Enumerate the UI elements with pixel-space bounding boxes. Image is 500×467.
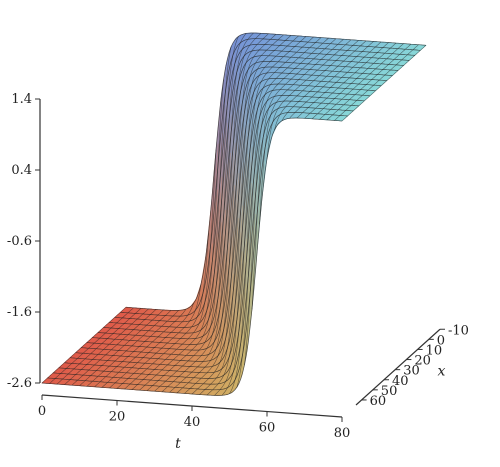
mesh-line-x (289, 41, 374, 119)
mesh-line-x (281, 40, 367, 121)
t-axis-label: t (175, 436, 181, 452)
mesh-line-x (131, 149, 217, 390)
mesh-line-x (176, 33, 262, 394)
x-axis-label: x (437, 364, 445, 380)
mesh-line-x (94, 310, 179, 388)
mesh-line-x (116, 284, 202, 389)
t-tick-label: 20 (109, 410, 126, 425)
mesh-line-x (206, 35, 292, 396)
mesh-layer (41, 32, 427, 396)
mesh-line-x (236, 37, 322, 388)
mesh-line-x (154, 36, 239, 392)
mesh-line-x (71, 309, 157, 386)
mesh-line-x (184, 33, 269, 394)
mesh-line-x (214, 35, 299, 396)
z-tick-label: -0.6 (7, 234, 32, 249)
z-tick-label: -2.6 (7, 376, 32, 391)
mesh-line-x (199, 34, 284, 395)
axes-layer: 1.40.4-0.6-1.6-2.60 20 40 60 80t-10010203040… (7, 92, 469, 452)
mesh-line-x (274, 40, 359, 130)
x-tick-label: 10 (426, 343, 443, 358)
t-tick-label: 40 (184, 415, 201, 430)
mesh-line-x (296, 41, 382, 119)
mesh-line-x (244, 37, 329, 365)
z-tick-label: -1.6 (7, 305, 32, 320)
x-tick-label: 30 (403, 364, 420, 379)
mesh-line-x (334, 44, 419, 121)
mesh-line-x (139, 79, 224, 391)
mesh-line-x (146, 46, 232, 391)
t-tick-label: 0 (38, 404, 46, 419)
x-tick-label: 50 (381, 384, 398, 399)
mesh-line-x (49, 307, 134, 384)
t-tick-label: 80 (334, 426, 351, 441)
mesh-line-x (319, 43, 404, 120)
mesh-line-x (161, 33, 247, 393)
mesh-line-x (56, 308, 142, 385)
x-tick-label: -10 (448, 323, 469, 338)
mesh-line-x (79, 309, 164, 386)
mesh-line-x (101, 308, 187, 388)
z-tick-label: 0.4 (11, 163, 32, 178)
t-tick-label: 60 (259, 421, 276, 436)
mesh-line-x (229, 36, 314, 394)
mesh-line-x (266, 39, 352, 159)
mesh-line-x (304, 42, 389, 119)
mesh-line-x (341, 45, 427, 122)
mesh-line-x (64, 308, 149, 385)
mesh-line-x (326, 43, 412, 121)
mesh-line-x (86, 310, 172, 387)
mesh-line-x (251, 38, 337, 310)
mesh-line-x (259, 38, 344, 225)
x-axis-line (355, 328, 441, 406)
mesh-line-x (191, 34, 277, 395)
mesh-line-x (221, 36, 307, 396)
x-tick-label: 60 (370, 394, 387, 409)
mesh-line-x (41, 306, 127, 384)
z-tick-label: 1.4 (11, 92, 32, 107)
mesh-line-x (169, 32, 254, 393)
mesh-line-x (109, 303, 194, 389)
x-tick-label: 20 (414, 354, 431, 369)
mesh-line-x (311, 42, 397, 120)
x-tick-label: 40 (392, 374, 409, 389)
mesh-line-x (124, 233, 209, 390)
x-tick-label: 0 (437, 333, 445, 348)
